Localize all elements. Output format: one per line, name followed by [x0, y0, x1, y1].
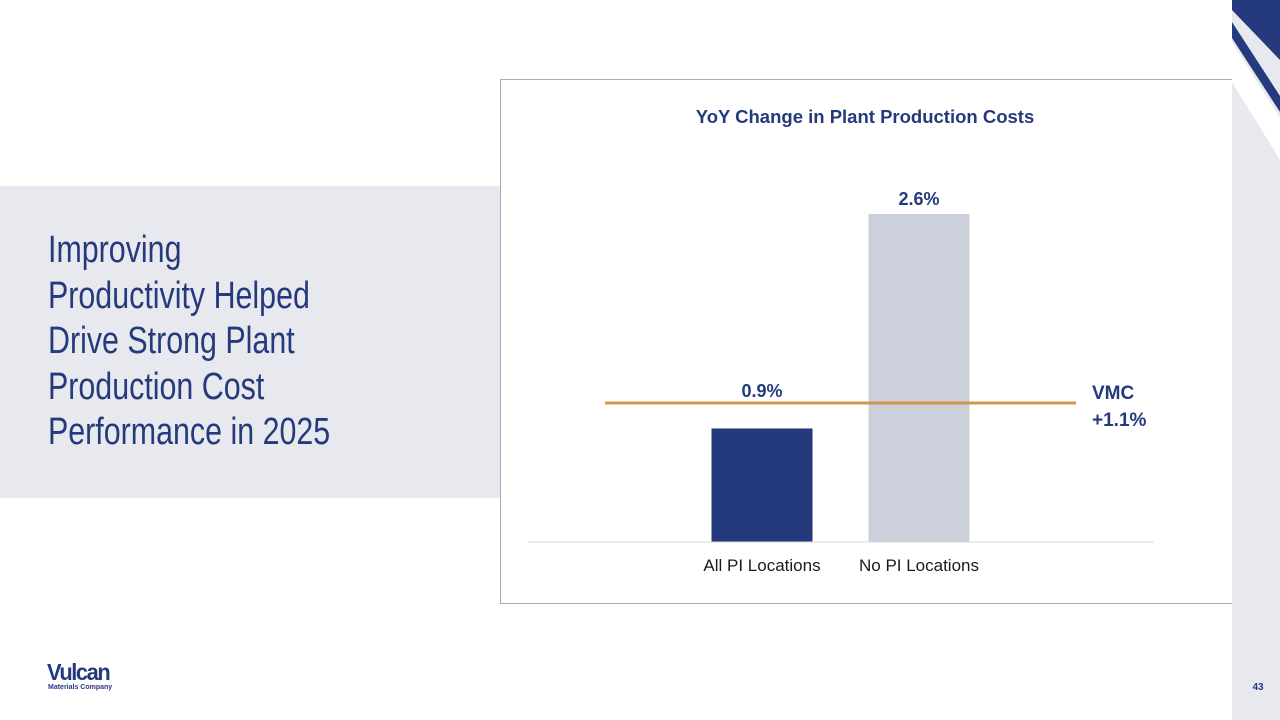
logo-subtitle: Materials Company	[48, 684, 112, 692]
data-label: 0.9%	[741, 381, 782, 401]
chart-title: YoY Change in Plant Production Costs	[696, 106, 1035, 127]
slide-title: Improving Productivity Helped Drive Stro…	[48, 228, 384, 456]
data-label: 2.6%	[898, 189, 939, 209]
category-label: No PI Locations	[859, 556, 979, 575]
bar-all-pi-locations	[712, 428, 813, 542]
vmc-reference-value: +1.1%	[1092, 410, 1147, 431]
corner-stripes-decoration	[1232, 0, 1280, 160]
vulcan-logo: Vulcan Materials Company	[47, 660, 137, 700]
vmc-reference-label: VMC	[1092, 383, 1135, 404]
page-number: 43	[1248, 682, 1268, 693]
logo-wordmark: Vulcan	[47, 660, 109, 684]
category-label: All PI Locations	[703, 556, 820, 575]
bar-no-pi-locations	[869, 214, 970, 542]
bar-chart: YoY Change in Plant Production Costs 0.9…	[500, 79, 1232, 604]
